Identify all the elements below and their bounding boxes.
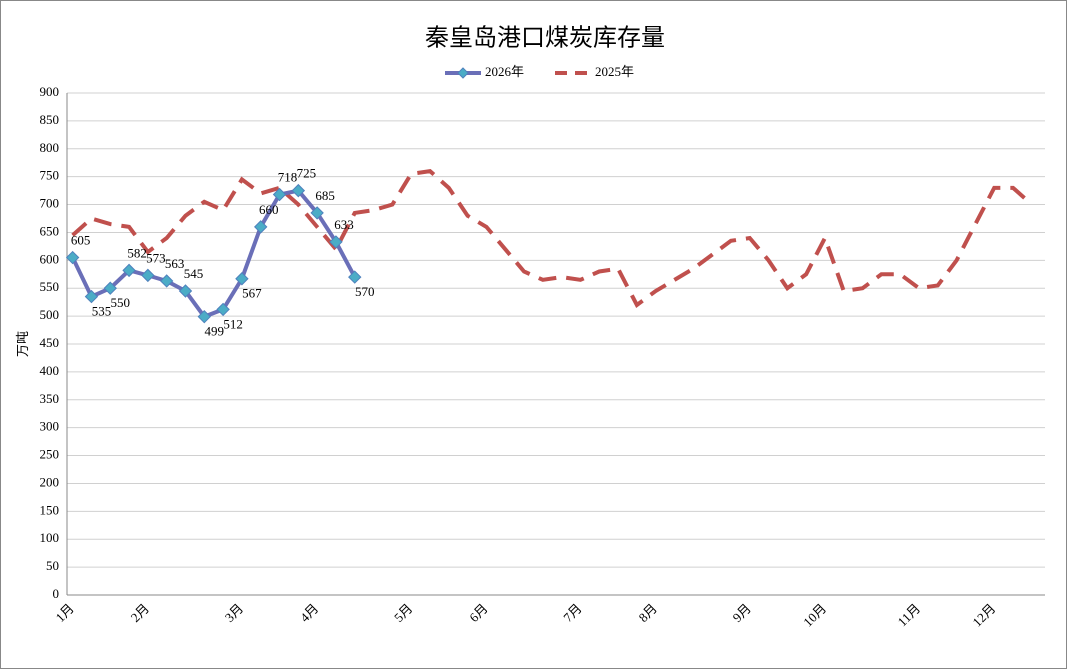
y-axis-label: 万吨 [15, 331, 30, 357]
data-label: 512 [223, 316, 243, 331]
y-tick-label: 850 [40, 112, 60, 127]
y-tick-label: 600 [40, 251, 60, 266]
marker [197, 309, 212, 324]
y-tick-label: 350 [40, 391, 60, 406]
y-tick-label: 400 [40, 363, 60, 378]
y-tick-label: 0 [53, 586, 60, 601]
y-tick-label: 300 [40, 419, 60, 434]
marker [141, 268, 155, 283]
data-label: 550 [111, 295, 131, 310]
legend-label: 2026年 [485, 64, 524, 79]
data-label: 545 [184, 266, 204, 281]
y-tick-label: 200 [40, 474, 60, 489]
marker [159, 274, 174, 288]
data-label: 499 [205, 324, 225, 339]
y-tick-label: 800 [40, 140, 60, 155]
y-tick-label: 500 [40, 307, 60, 322]
y-tick-label: 550 [40, 279, 60, 294]
y-tick-label: 450 [40, 335, 60, 350]
data-label: 570 [355, 284, 375, 299]
marker [235, 272, 249, 286]
data-label: 573 [146, 250, 166, 265]
marker [216, 302, 230, 317]
chart-title: 秦皇岛港口煤炭库存量 [425, 25, 665, 52]
data-label: 685 [315, 188, 335, 203]
y-tick-label: 900 [40, 84, 60, 99]
y-tick-label: 50 [46, 558, 59, 573]
data-label: 633 [334, 217, 354, 232]
marker [103, 281, 117, 295]
y-tick-label: 150 [40, 502, 60, 517]
marker [310, 206, 324, 220]
series-line [71, 168, 1034, 308]
marker [122, 263, 136, 278]
y-tick-label: 250 [40, 447, 60, 462]
marker [84, 289, 99, 304]
marker [329, 235, 343, 249]
legend-label: 2025年 [595, 64, 634, 79]
y-tick-label: 100 [40, 530, 60, 545]
data-label: 660 [259, 202, 279, 217]
marker [254, 220, 268, 234]
data-label: 535 [92, 304, 112, 319]
marker [65, 250, 80, 265]
data-label: 563 [165, 256, 185, 271]
legend-marker [457, 67, 469, 79]
data-label: 605 [71, 233, 91, 248]
data-label: 718 [278, 169, 298, 184]
y-tick-label: 750 [40, 168, 60, 183]
series-line [70, 188, 357, 320]
data-label: 567 [242, 286, 262, 301]
marker [178, 284, 193, 298]
marker [291, 183, 306, 198]
y-tick-label: 650 [40, 223, 60, 238]
marker [272, 187, 287, 202]
marker [348, 270, 362, 284]
data-label: 582 [127, 245, 147, 260]
data-label: 725 [297, 166, 317, 181]
y-tick-label: 700 [40, 196, 60, 211]
